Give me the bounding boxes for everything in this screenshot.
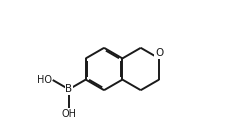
Text: HO: HO [37, 75, 52, 85]
Text: O: O [154, 48, 163, 58]
Text: OH: OH [61, 109, 76, 119]
Text: B: B [65, 84, 72, 94]
